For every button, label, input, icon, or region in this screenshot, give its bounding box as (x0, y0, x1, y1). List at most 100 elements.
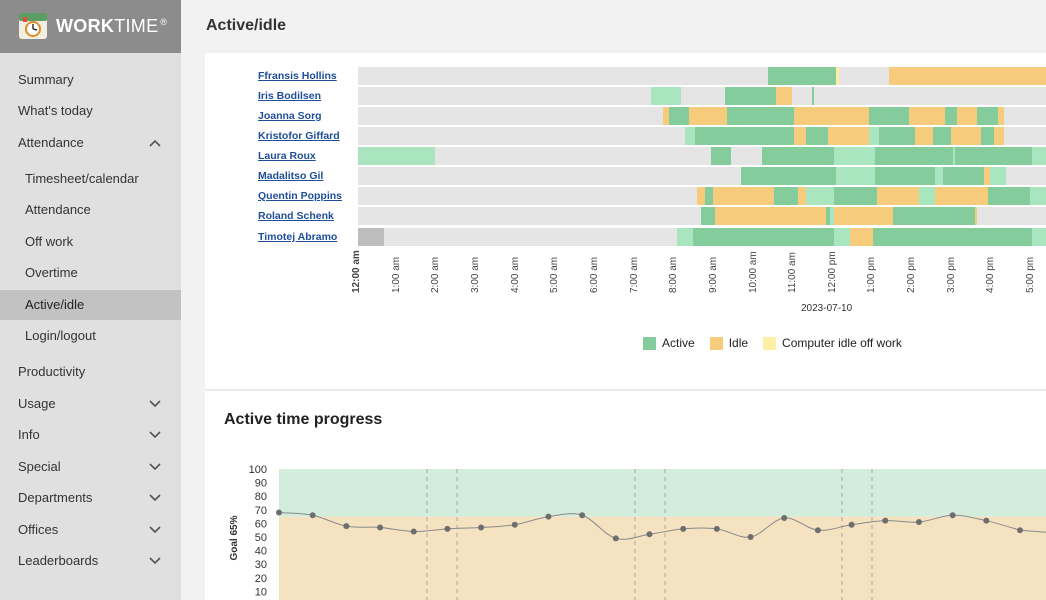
data-point (814, 527, 821, 534)
employee-link-quentin-poppins[interactable]: Quentin Poppins (258, 190, 342, 202)
sidebar-item-label: Off work (25, 234, 74, 249)
sidebar-item-label: Active/idle (25, 297, 85, 312)
timeline-segment-light-active (919, 187, 935, 205)
timeline-segment-active (883, 167, 935, 185)
timeline-segment-idle (877, 187, 920, 205)
sidebar-item-usage[interactable]: Usage (0, 389, 181, 419)
sidebar-item-timesheet-calendar-sub[interactable]: Timesheet/calendar (0, 164, 181, 194)
data-point (343, 523, 350, 530)
employee-link-timotej-abramo[interactable]: Timotej Abramo (258, 231, 338, 243)
sidebar-item-login-logout-sub[interactable]: Login/logout (0, 321, 181, 351)
timeline-segment-idle (827, 127, 870, 145)
time-tick-label: 5:00 pm (1025, 256, 1037, 293)
active-time-progress-panel: Active time progress 10 20 30 40 50 60 70 80 90 1… (205, 391, 1046, 600)
timeline-segment-light-active (835, 167, 876, 185)
sidebar-item-productivity[interactable]: Productivity (0, 357, 181, 387)
sidebar-item-attendance-sub[interactable]: Attendance (0, 195, 181, 225)
sidebar-item-label: Timesheet/calendar (25, 171, 139, 186)
timeline-segment-active (875, 147, 953, 165)
sidebar-item-info[interactable]: Info (0, 420, 181, 450)
sidebar: WORKTIME ® Summary What's today Attendance T… (0, 0, 181, 600)
y-tick-label: 20 (255, 573, 267, 585)
sidebar-item-label: Offices (18, 522, 59, 537)
timeline-segment-light-active (677, 228, 694, 246)
legend-item-active[interactable]: Active (643, 336, 695, 350)
legend-swatch (763, 336, 777, 350)
timeline-segment-idle (712, 187, 775, 205)
timeline-row (358, 187, 1046, 205)
timeline-segment-light-active (990, 167, 1007, 185)
timeline-segment-active (700, 207, 715, 225)
timeline-segment-idle (974, 207, 977, 225)
timeline-segment-idle (849, 228, 874, 246)
time-tick-label: 4:00 pm (985, 256, 997, 293)
timeline-segment-light-active (1032, 147, 1046, 165)
sidebar-item-active-idle-sub[interactable]: Active/idle (0, 290, 181, 320)
sidebar-item-label: Attendance (25, 202, 91, 217)
employee-link-joanna-sorg[interactable]: Joanna Sorg (258, 110, 322, 122)
sidebar-item-label: Attendance (18, 135, 84, 150)
timeline-segment-idle (689, 107, 727, 125)
sidebar-item-what-s-today[interactable]: What's today (0, 96, 181, 126)
timeline-segment-idle (998, 107, 1005, 125)
sidebar-item-departments[interactable]: Departments (0, 483, 181, 513)
employee-link-roland-schenk[interactable]: Roland Schenk (258, 210, 334, 222)
sidebar-item-label: Info (18, 427, 40, 442)
sidebar-item-leaderboards[interactable]: Leaderboards (0, 546, 181, 576)
employee-link-laura-roux[interactable]: Laura Roux (258, 150, 316, 162)
timeline-segment-active (875, 167, 884, 185)
data-point (882, 517, 889, 524)
sidebar-item-summary[interactable]: Summary (0, 65, 181, 95)
chevron-down-icon[interactable] (149, 483, 161, 513)
timeline-segment-idle (950, 127, 981, 145)
timeline-segment-idle (934, 187, 989, 205)
employee-link-iris-bodilsen[interactable]: Iris Bodilsen (258, 90, 322, 102)
timeline-segment-idle (909, 107, 945, 125)
sidebar-item-special[interactable]: Special (0, 452, 181, 482)
timeline-segment-active (893, 207, 975, 225)
employee-link-ffransis-hollins[interactable]: Ffransis Hollins (258, 70, 337, 82)
timeline-segment-active (669, 107, 690, 125)
sidebar-item-label: Leaderboards (18, 553, 99, 568)
sidebar-item-off-work-sub[interactable]: Off work (0, 227, 181, 257)
sidebar-item-attendance[interactable]: Attendance (0, 128, 181, 158)
timeline-segment-active (821, 147, 834, 165)
data-point (545, 513, 552, 520)
data-point (983, 517, 990, 524)
data-point (848, 521, 855, 528)
logo-bar: WORKTIME ® (0, 0, 181, 53)
progress-chart-title: Active time progress (224, 411, 383, 428)
employee-link-kristofor-giffard[interactable]: Kristofor Giffard (258, 130, 340, 142)
timeline-row (358, 228, 1046, 246)
y-axis-label: Goal 65% (229, 515, 240, 560)
legend-item-computer-idle-off-work[interactable]: Computer idle off work (763, 336, 902, 350)
employee-link-madalitso-gil[interactable]: Madalitso Gil (258, 170, 324, 182)
timeline-segment-active (774, 187, 799, 205)
time-tick-label: 7:00 am (628, 256, 640, 293)
time-tick-label: 3:00 pm (945, 256, 957, 293)
timeline-row (358, 147, 1046, 165)
legend-label: Idle (728, 336, 749, 350)
data-point (646, 531, 653, 538)
chevron-down-icon[interactable] (149, 420, 161, 450)
chevron-down-icon[interactable] (149, 389, 161, 419)
chevron-up-icon[interactable] (149, 128, 161, 158)
chevron-down-icon[interactable] (149, 515, 161, 545)
chevron-down-icon[interactable] (149, 452, 161, 482)
y-tick-label: 40 (255, 546, 267, 558)
legend-item-idle[interactable]: Idle (709, 336, 749, 350)
timeline-row (358, 87, 1046, 105)
sidebar-item-offices[interactable]: Offices (0, 515, 181, 545)
time-tick-label: 1:00 pm (866, 256, 878, 293)
timeline-segment-idle (697, 187, 705, 205)
time-tick-label: 8:00 am (668, 256, 680, 293)
timeline-segment-light-active (1032, 228, 1046, 246)
timeline-segment-active (942, 167, 985, 185)
data-point (478, 524, 485, 531)
data-point (680, 525, 687, 532)
timeline-segment-active (695, 127, 795, 145)
sidebar-item-overtime-sub[interactable]: Overtime (0, 258, 181, 288)
timeline-segment-active (806, 127, 828, 145)
legend-swatch (709, 336, 723, 350)
chevron-down-icon[interactable] (149, 546, 161, 576)
